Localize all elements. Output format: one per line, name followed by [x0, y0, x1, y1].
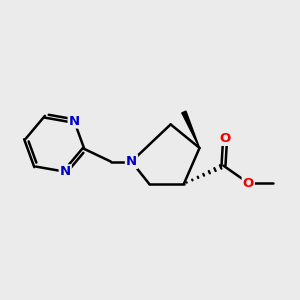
Text: N: N	[69, 115, 80, 128]
Text: N: N	[126, 155, 137, 168]
Text: O: O	[220, 132, 231, 145]
Polygon shape	[182, 111, 200, 148]
Text: N: N	[60, 165, 71, 178]
Text: O: O	[243, 176, 254, 190]
